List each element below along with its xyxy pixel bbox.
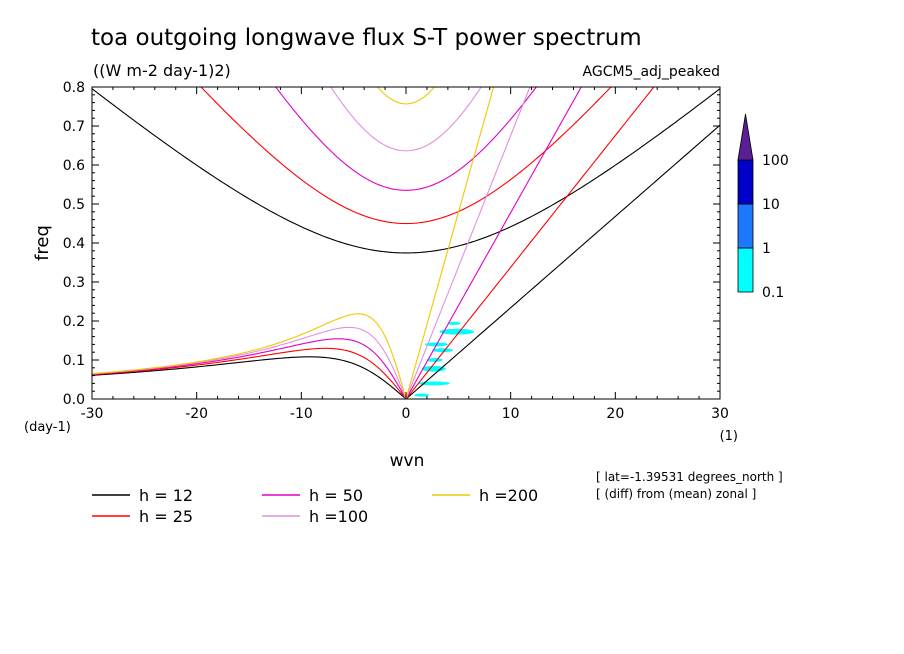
power-patch [432,348,454,353]
curve-50-inertia-gravity [275,87,537,191]
x-axis-label: wvn [390,451,425,471]
legend-label: h =200 [479,486,538,505]
colorbar-segment [737,247,754,293]
curve-200-inertia-gravity [376,87,436,105]
x-tick-label: -20 [185,406,208,422]
power-shading [414,321,475,397]
y-tick-label: 0.6 [63,158,85,174]
power-patch [421,365,446,372]
y-tick-label: 0.3 [63,275,85,291]
colorbar-level-label: 1 [762,241,771,257]
x-tick-label: 0 [402,406,411,422]
y-unit-label: (day-1) [24,420,71,435]
curve-25-inertia-gravity [200,87,612,225]
curve-200-rossby [92,313,407,399]
colorbar-segment [737,203,754,249]
y-tick-label: 0.7 [63,119,85,135]
x-tick-label: -30 [81,406,104,422]
dataset-label: AGCM5_adj_peaked [583,64,720,80]
units-label: ((W m-2 day-1)2) [93,61,231,80]
y-axis-label: freq [32,225,53,261]
y-tick-label: 0.1 [63,353,85,369]
curve-100-inertia-gravity [330,87,482,152]
x-tick-label: 20 [606,406,624,422]
y-tick-label: 0.5 [63,197,85,213]
power-patch [418,381,450,386]
power-patch [439,328,475,335]
x-tick-label: -10 [290,406,313,422]
y-tick-label: 0.4 [63,236,85,252]
power-patch [414,393,430,397]
x-tick-label: 10 [502,406,520,422]
legend-label: h = 50 [309,486,363,505]
curve-100-kelvin [405,87,531,399]
power-patch [426,358,443,362]
colorbar-level-label: 100 [762,153,789,169]
footnote-latitude: [ lat=-1.39531 degrees_north ] [596,470,783,484]
y-tick-label: 0.8 [63,80,85,96]
footnote-diff: [ (diff) from (mean) zonal ] [596,487,756,501]
curve-100-rossby [92,326,407,399]
curve-50-kelvin [405,87,582,399]
x-unit-label: (1) [720,429,738,444]
colorbar-arrow [737,113,754,161]
plot-frame [91,86,721,400]
curve-12-kelvin [405,124,720,399]
curve-25-kelvin [405,87,655,399]
axes: -30 -20 -10 0 10 20 30 0.0 0.1 0.2 0.3 0.4 0.5 0.6 0.7… [63,80,729,422]
colorbar-level-label: 0.1 [762,285,784,301]
x-tick-label: 30 [711,406,729,422]
curve-12-rossby [92,356,407,399]
legend-label: h = 12 [139,486,193,505]
colorbar-level-label: 10 [762,197,780,213]
legend-label: h =100 [309,507,368,526]
curve-12-inertia-gravity [92,88,720,254]
curve-200-kelvin [405,87,495,399]
chart-title: toa outgoing longwave flux S-T power spe… [91,25,642,51]
legend-label: h = 25 [139,507,193,526]
colorbar-segment [737,159,754,205]
power-patch [447,321,461,325]
colorbar: 0.1 1 10 100 [737,113,789,301]
curve-25-rossby [92,347,407,399]
dispersion-curves [92,87,720,399]
y-tick-label: 0.2 [63,314,85,330]
legend: h = 12 h = 50 h =200 h = 25 h =100 [92,486,538,526]
y-tick-label: 0.0 [63,392,85,408]
